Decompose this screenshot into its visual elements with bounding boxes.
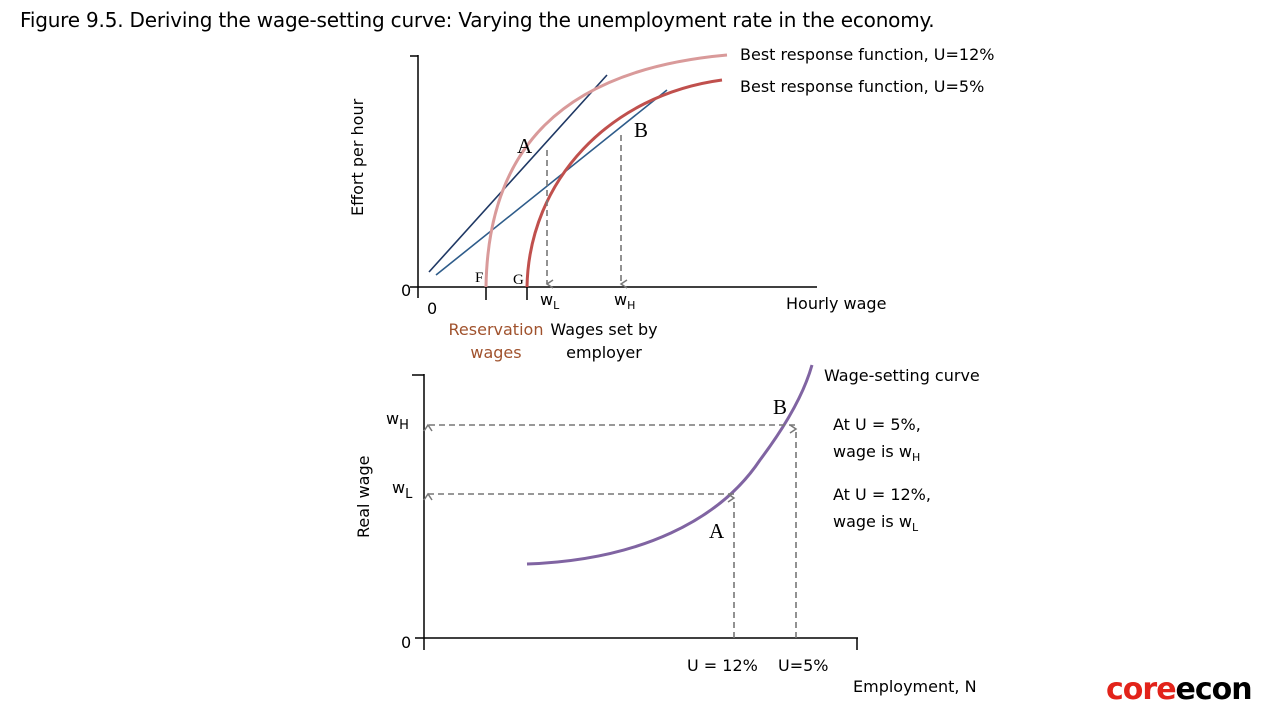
top-y-axis-label: Effort per hour <box>348 98 367 216</box>
reservation-wages-label-line2: wages <box>470 343 521 362</box>
reservation-wages-label-line1: Reservation <box>449 320 544 339</box>
isocost-line-flat <box>435 89 668 276</box>
note-u12-line1: At U = 12%, <box>833 485 931 504</box>
wh-label-top: wH <box>614 290 635 312</box>
wh-label-bottom: wH <box>386 409 409 433</box>
top-point-b-label: B <box>634 118 648 142</box>
top-origin-x: 0 <box>427 299 437 318</box>
top-x-axis-label: Hourly wage <box>786 294 886 313</box>
top-origin-y: 0 <box>401 281 411 300</box>
figure-title: Figure 9.5. Deriving the wage-setting cu… <box>20 8 935 32</box>
isocost-line-steep <box>428 74 608 273</box>
top-panel: Effort per hour 0 0 Hourly wage A B F G … <box>348 45 994 362</box>
logo-part-core: core <box>1106 672 1177 707</box>
coreecon-logo: coreecon <box>1106 672 1253 707</box>
point-g-label: G <box>513 272 524 288</box>
bottom-point-b-label: B <box>773 395 787 419</box>
point-f-label: F <box>475 270 483 286</box>
best-response-curve-u12 <box>484 53 728 288</box>
curve-u5-label: Best response function, U=5% <box>740 77 984 96</box>
bottom-x-axis-label: Employment, N <box>853 677 977 696</box>
best-response-curve-u5 <box>525 78 723 288</box>
bottom-panel: Real wage 0 Employment, N wH wL A B U = … <box>354 364 980 696</box>
wl-label-top: wL <box>540 290 560 312</box>
curve-u12-label: Best response function, U=12% <box>740 45 994 64</box>
x-tick-u5: U=5% <box>778 656 829 675</box>
logo-part-econ: econ <box>1175 672 1253 707</box>
note-u5-line1: At U = 5%, <box>833 415 921 434</box>
wl-label-bottom: wL <box>392 478 413 502</box>
note-u5-line2: wage is wH <box>833 442 920 464</box>
x-tick-u12: U = 12% <box>687 656 758 675</box>
bottom-point-a-label: A <box>709 519 725 543</box>
bottom-origin: 0 <box>401 633 411 652</box>
wage-setting-curve <box>526 364 814 566</box>
bottom-y-axis-label: Real wage <box>354 456 373 538</box>
wage-setting-curve-label: Wage-setting curve <box>824 366 980 385</box>
note-u12-line2: wage is wL <box>833 512 919 534</box>
employer-wages-label-line2: employer <box>566 343 642 362</box>
top-point-a-label: A <box>517 134 533 158</box>
employer-wages-label-line1: Wages set by <box>550 320 657 339</box>
